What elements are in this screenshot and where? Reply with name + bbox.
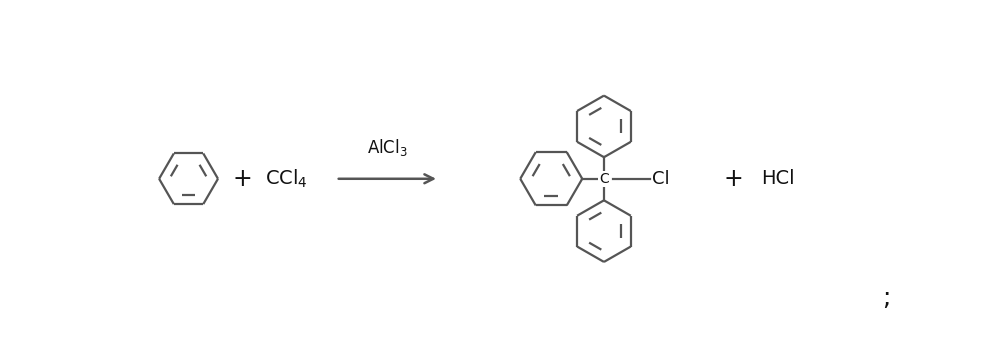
Text: AlCl$_3$: AlCl$_3$ <box>367 137 408 158</box>
Text: C: C <box>599 172 609 186</box>
Text: +: + <box>233 167 253 191</box>
Text: +: + <box>724 167 743 191</box>
Text: Cl: Cl <box>652 170 670 188</box>
Text: ;: ; <box>882 286 890 310</box>
Text: HCl: HCl <box>761 169 794 188</box>
Text: CCl$_4$: CCl$_4$ <box>265 168 308 190</box>
